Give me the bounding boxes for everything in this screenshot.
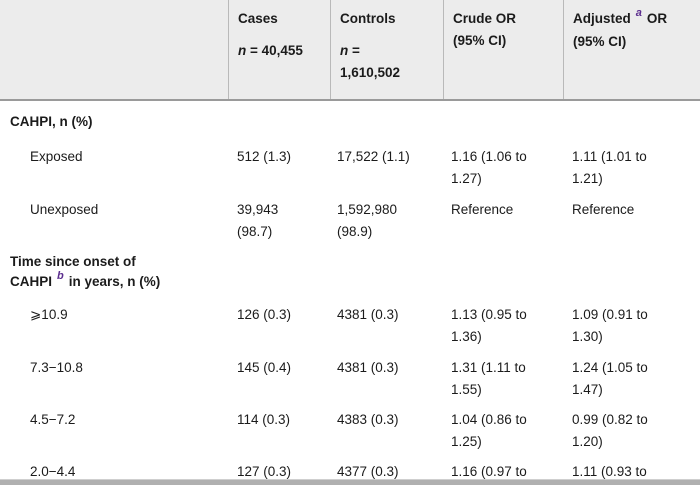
cell-crude-or: Reference [451,202,514,217]
cell-cases: 114 (0.3) [237,412,291,427]
controls-title: Controls [340,11,396,26]
cell-cases: 512 (1.3) [237,149,292,164]
cell-adjusted-or: 1.11 (0.93 to [572,464,647,479]
cell-crude-or: 1.16 (0.97 to [451,464,527,479]
section-row-time-since-onset: Time since onset of CAHPI b in years, n (%… [0,252,700,293]
cell-controls: 4377 (0.3) [337,464,399,479]
section-row-cahpi: CAHPI, n (%) [0,111,700,133]
cell-controls: 4383 (0.3) [337,412,399,427]
cell-adjusted-or: 1.09 (0.91 to 1.30) [572,307,648,344]
cell-cases: 127 (0.3) [237,464,292,479]
cell-adjusted-or: 1.24 (1.05 to 1.47) [572,360,648,397]
cell-controls: 4381 (0.3) [337,360,399,375]
row-label: 2.0−4.4 [30,464,76,479]
table-body: CAHPI, n (%) Exposed 512 (1.3) 17,522 (1… [0,111,700,483]
footnote-b-superscript: b [57,270,64,282]
section-label: CAHPI, n (%) [10,114,93,129]
cell-controls: 4381 (0.3) [337,307,399,322]
cell-cases: 145 (0.4) [237,360,292,375]
cell-controls: 17,522 (1.1) [337,149,410,164]
cell-adjusted-or: 1.11 (1.01 to 1.21) [572,149,647,186]
row-label: 4.5−7.2 [30,412,76,427]
header-cell-empty [0,0,228,99]
cell-crude-or: 1.04 (0.86 to 1.25) [451,412,527,449]
cell-crude-or: 1.31 (1.11 to 1.55) [451,360,526,397]
cell-controls: 1,592,980 (98.9) [337,202,398,239]
row-label: ⩾10.9 [30,307,68,322]
row-label: Unexposed [30,202,99,217]
cell-crude-or: 1.13 (0.95 to 1.36) [451,307,527,344]
cell-adjusted-or: 0.99 (0.82 to 1.20) [572,412,648,449]
cell-cases: 39,943 (98.7) [237,202,279,239]
bottom-scroll-strip [0,479,700,485]
table-row-unexposed: Unexposed 39,943 (98.7) 1,592,980 (98.9)… [0,199,700,243]
crude-or-title: Crude OR [453,11,517,26]
row-label: Exposed [30,149,83,164]
table-row-4-5-7-2: 4.5−7.2 114 (0.3) 4383 (0.3) 1.04 (0.86 … [0,409,700,453]
table-row-7-3-10-8: 7.3−10.8 145 (0.4) 4381 (0.3) 1.31 (1.11… [0,357,700,401]
table-header-row: Cases n = 40,455 Controls n = 1,610,502 … [0,0,700,101]
adjusted-or-ci: (95% CI) [573,34,627,49]
section-label: Time since onset of CAHPI b in years, n (%… [10,254,161,289]
header-cell-adjusted-or: Adjusted a OR (95% CI) [563,0,700,99]
cases-title: Cases [238,11,278,26]
crude-or-ci: (95% CI) [453,33,507,48]
header-cell-crude-or: Crude OR (95% CI) [443,0,563,99]
table-row-ge-10-9: ⩾10.9 126 (0.3) 4381 (0.3) 1.13 (0.95 to… [0,304,700,348]
cell-cases: 126 (0.3) [237,307,292,322]
cases-n: n = 40,455 [238,43,303,58]
footnote-a-superscript: a [635,7,642,19]
cell-crude-or: 1.16 (1.06 to 1.27) [451,149,527,186]
header-cell-controls: Controls n = 1,610,502 [330,0,443,99]
cell-adjusted-or: Reference [572,202,635,217]
controls-n: n = 1,610,502 [340,43,401,80]
table-row-2-0-4-4: 2.0−4.4 127 (0.3) 4377 (0.3) 1.16 (0.97 … [0,461,700,483]
header-cell-cases: Cases n = 40,455 [228,0,330,99]
adjusted-or-title: Adjusted a OR [573,7,668,26]
table-row-exposed: Exposed 512 (1.3) 17,522 (1.1) 1.16 (1.0… [0,146,700,190]
row-label: 7.3−10.8 [30,360,83,375]
